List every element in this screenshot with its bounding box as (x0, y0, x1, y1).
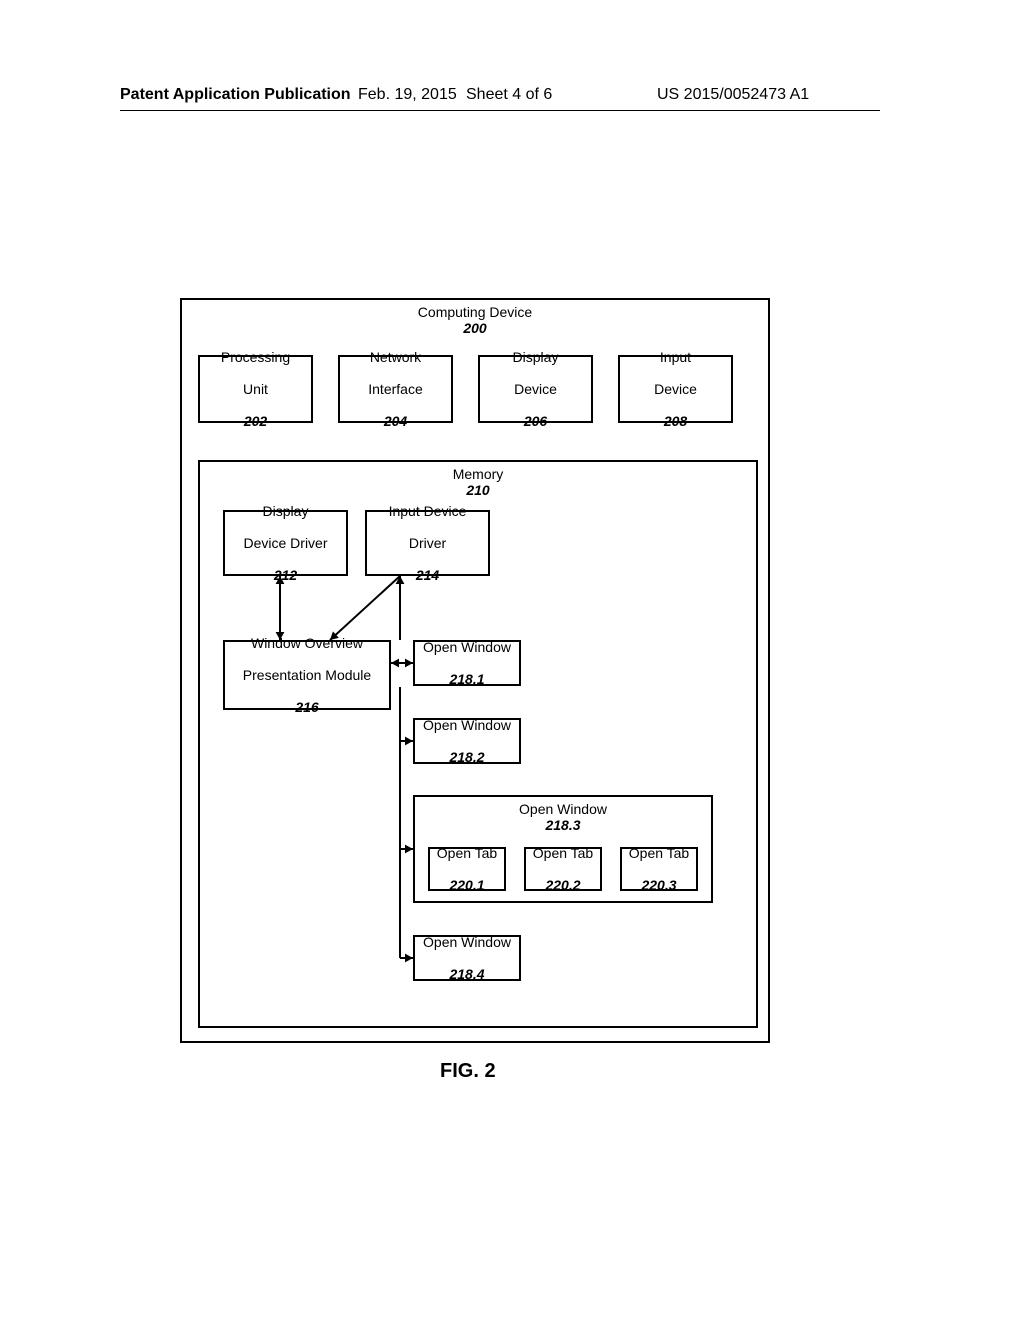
box-display-device-driver: DisplayDevice Driver212 (223, 510, 348, 576)
box-open-window-4: Open Window218.4 (413, 935, 521, 981)
patent-number: US 2015/0052473 A1 (657, 86, 809, 104)
box-processing-unit: ProcessingUnit202 (198, 355, 313, 423)
patent-page: Patent Application Publication Feb. 19, … (0, 0, 1024, 1320)
publication-label: Patent Application Publication (120, 86, 351, 104)
publication-date: Feb. 19, 2015 (358, 86, 457, 104)
box-input-device-driver: Input DeviceDriver214 (365, 510, 490, 576)
box-display-device: DisplayDevice206 (478, 355, 593, 423)
box-open-window-1: Open Window218.1 (413, 640, 521, 686)
box-open-tab-1: Open Tab220.1 (428, 847, 506, 891)
box-input-device: InputDevice208 (618, 355, 733, 423)
box-open-window-2: Open Window218.2 (413, 718, 521, 764)
header-rule (120, 110, 880, 111)
box-open-tab-3: Open Tab220.3 (620, 847, 698, 891)
box-open-tab-2: Open Tab220.2 (524, 847, 602, 891)
box-network-interface: NetworkInterface204 (338, 355, 453, 423)
box-window-overview-module: Window OverviewPresentation Module216 (223, 640, 391, 710)
figure-caption: FIG. 2 (440, 1060, 496, 1083)
sheet-number: Sheet 4 of 6 (466, 86, 552, 104)
